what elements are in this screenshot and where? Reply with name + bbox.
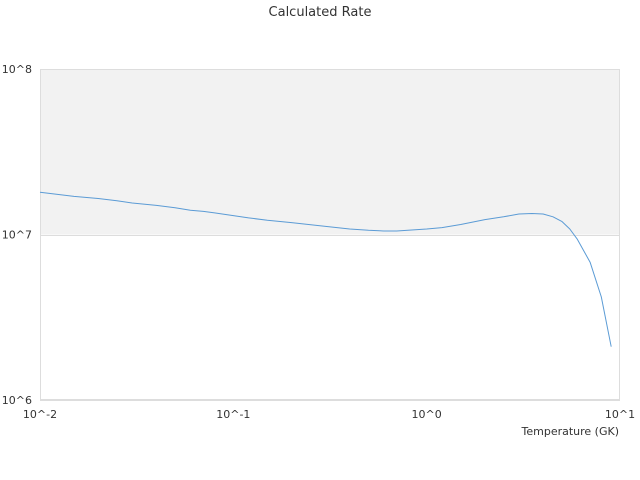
x-tick-label: 10^-2: [23, 408, 57, 421]
x-tick-label: 10^-1: [216, 408, 250, 421]
y-tick-label: 10^6: [2, 394, 32, 407]
plot-border: [40, 69, 620, 400]
series-line: [39, 191, 612, 347]
x-tick-label: 10^0: [412, 408, 442, 421]
y-tick-label: 10^7: [2, 229, 32, 242]
x-axis-label: Temperature (GK): [521, 425, 620, 438]
plot-band: [40, 69, 620, 235]
x-tick-label: 10^1: [605, 408, 635, 421]
y-tick-label: 10^8: [2, 63, 32, 76]
chart-title: Calculated Rate: [269, 5, 372, 20]
